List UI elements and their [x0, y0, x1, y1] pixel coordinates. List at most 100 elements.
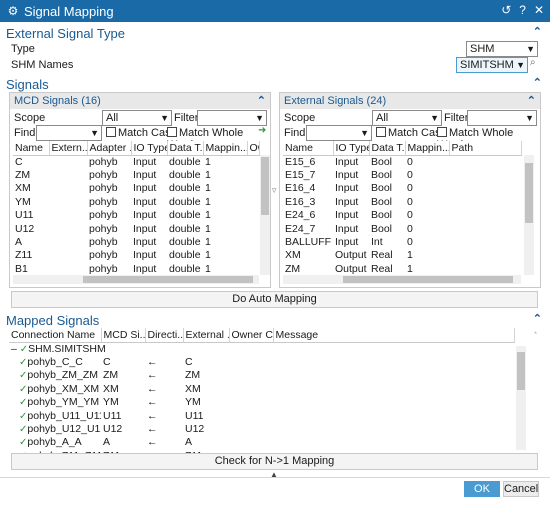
mapped-vertical-scrollbar[interactable] — [516, 346, 526, 450]
scroll-thumb[interactable] — [517, 352, 525, 390]
reset-icon[interactable]: ↺ — [501, 3, 512, 17]
table-cell: Real — [371, 249, 393, 262]
table-row[interactable]: U12 pohyb Input double 1 — [13, 222, 259, 235]
mapping-row[interactable]: ✓pohyb_XM_XM XM ← XM — [9, 382, 514, 395]
scroll-thumb[interactable] — [83, 276, 253, 283]
column-header[interactable]: MCD Si... — [101, 328, 146, 343]
column-header[interactable]: Name — [283, 141, 334, 156]
checkbox[interactable] — [106, 127, 116, 137]
mapped-signals-header[interactable]: Mapped Signals ⌃ — [6, 312, 542, 328]
table-cell: Input — [133, 182, 157, 195]
table-row[interactable]: E24_7 Input Bool 0 — [283, 222, 521, 235]
cancel-button[interactable]: Cancel — [503, 481, 539, 497]
table-row[interactable]: E16_4 Input Bool 0 — [283, 182, 521, 195]
mapping-row[interactable]: ✓pohyb_C_C C ← C — [9, 355, 514, 368]
signals-header[interactable]: Signals ⌃ — [6, 76, 542, 92]
table-cell: 0 — [407, 236, 413, 249]
column-header[interactable]: Adapter ... — [87, 141, 132, 156]
table-row[interactable]: B1 pohyb Input double 1 — [13, 262, 259, 275]
pin-icon[interactable]: ◔ — [532, 328, 538, 338]
type-select[interactable]: SHM ▼ — [466, 41, 538, 57]
do-auto-mapping-button[interactable]: Do Auto Mapping — [11, 291, 538, 308]
tree-group-row[interactable]: – ✓SHM.SIMITSHM — [9, 342, 514, 355]
collapse-tree-icon[interactable]: – — [11, 342, 20, 355]
column-header[interactable]: Extern... — [49, 141, 88, 156]
external-panel-header[interactable]: External Signals (24) ⌃ — [280, 93, 540, 109]
mcd-vertical-scrollbar[interactable] — [260, 155, 270, 275]
column-header[interactable]: Directi... — [145, 328, 184, 343]
table-row[interactable]: ZM pohyb Input double 1 — [13, 168, 259, 181]
check-icon: ✓ — [19, 410, 28, 422]
mapping-row[interactable]: ✓pohyb_U11_U11 U11 ← U11 — [9, 409, 514, 422]
mcd-filter-select[interactable]: ▼ — [197, 110, 267, 126]
collapse-icon[interactable]: ⌃ — [256, 95, 266, 107]
column-header[interactable]: Mappin... — [405, 141, 450, 156]
collapse-icon[interactable]: ⌃ — [532, 313, 542, 325]
column-header[interactable]: Connection Name — [9, 328, 102, 343]
table-cell — [449, 168, 521, 181]
help-icon[interactable]: ? — [519, 3, 526, 17]
column-header[interactable]: Owner C... — [229, 328, 274, 343]
collapse-icon[interactable]: ⌃ — [526, 95, 536, 107]
mapping-row[interactable]: ✓pohyb_A_A A ← A — [9, 436, 514, 449]
external-filter-select[interactable]: ▼ — [467, 110, 537, 126]
column-header[interactable]: Path — [449, 141, 522, 156]
table-row[interactable]: YM pohyb Input double 1 — [13, 195, 259, 208]
table-cell — [449, 249, 521, 262]
table-row[interactable]: E24_6 Input Bool 0 — [283, 209, 521, 222]
table-row[interactable]: BALLUFF Input Int 0 — [283, 235, 521, 248]
external-signal-type-header[interactable]: External Signal Type ⌃ — [6, 25, 542, 41]
table-row[interactable]: E15_7 Input Bool 0 — [283, 168, 521, 181]
column-header[interactable]: IO Type — [131, 141, 168, 156]
scroll-thumb[interactable] — [525, 163, 533, 223]
table-cell: ← — [145, 382, 183, 395]
external-scope-select[interactable]: All ▼ — [372, 110, 442, 126]
column-header[interactable]: IO Type — [333, 141, 370, 156]
column-header[interactable]: Name — [13, 141, 50, 156]
external-vertical-scrollbar[interactable] — [524, 155, 534, 275]
table-row[interactable]: XM Output Real 1 — [283, 249, 521, 262]
mapping-row[interactable]: ✓pohyb_ZM_ZM ZM ← ZM — [9, 369, 514, 382]
column-header[interactable]: Data T... — [369, 141, 406, 156]
table-row[interactable]: XM pohyb Input double 1 — [13, 182, 259, 195]
table-row[interactable]: U11 pohyb Input double 1 — [13, 209, 259, 222]
table-row[interactable]: E15_6 Input Bool 0 — [283, 155, 521, 168]
find-next-icon[interactable]: ➜ — [258, 125, 267, 136]
column-header[interactable]: Own — [247, 141, 260, 156]
browse-icon[interactable]: ⌕ — [530, 57, 536, 68]
splitter-handle[interactable]: ▿ — [272, 185, 277, 195]
mapping-row[interactable]: ✓pohyb_YM_YM YM ← YM — [9, 396, 514, 409]
checkbox[interactable] — [376, 127, 386, 137]
check-n-to-1-mapping-button[interactable]: Check for N->1 Mapping — [11, 453, 538, 470]
column-header[interactable]: Data T... — [167, 141, 204, 156]
column-header[interactable]: Message — [273, 328, 515, 343]
mcd-horizontal-scrollbar[interactable] — [13, 275, 259, 284]
table-row[interactable]: Z11 pohyb Input double 1 — [13, 249, 259, 262]
mcd-match-case[interactable]: Match Case — [106, 127, 177, 139]
mcd-panel-header[interactable]: MCD Signals (16) ⌃ — [10, 93, 270, 109]
expand-handle-icon[interactable]: ▲ — [270, 470, 278, 479]
shm-names-select[interactable]: SIMITSHM ▼ — [456, 57, 528, 73]
collapse-icon[interactable]: ⌃ — [532, 26, 542, 38]
scope-label: Scope — [284, 112, 316, 124]
table-row[interactable]: E16_3 Input Bool 0 — [283, 195, 521, 208]
scroll-thumb[interactable] — [343, 276, 513, 283]
scroll-thumb[interactable] — [261, 157, 269, 215]
column-header[interactable]: Mappin... — [203, 141, 248, 156]
ok-button[interactable]: OK — [464, 481, 500, 497]
collapse-icon[interactable]: ⌃ — [532, 77, 542, 89]
external-horizontal-scrollbar[interactable] — [283, 275, 521, 284]
mapping-row[interactable]: ✓pohyb_U12_U12 U12 ← U12 — [9, 422, 514, 435]
close-icon[interactable]: ✕ — [533, 3, 544, 17]
mcd-scope-select[interactable]: All ▼ — [102, 110, 172, 126]
column-header[interactable]: External ... — [183, 328, 230, 343]
checkbox[interactable] — [437, 127, 447, 137]
external-match-case[interactable]: Match Case — [376, 127, 447, 139]
table-row[interactable]: ZM Output Real 1 — [283, 262, 521, 275]
direction-arrow-icon: ← — [147, 396, 158, 409]
checkbox[interactable] — [167, 127, 177, 137]
mcd-find-input[interactable]: ▼ — [36, 125, 102, 141]
external-find-input[interactable]: ▼ — [306, 125, 372, 141]
